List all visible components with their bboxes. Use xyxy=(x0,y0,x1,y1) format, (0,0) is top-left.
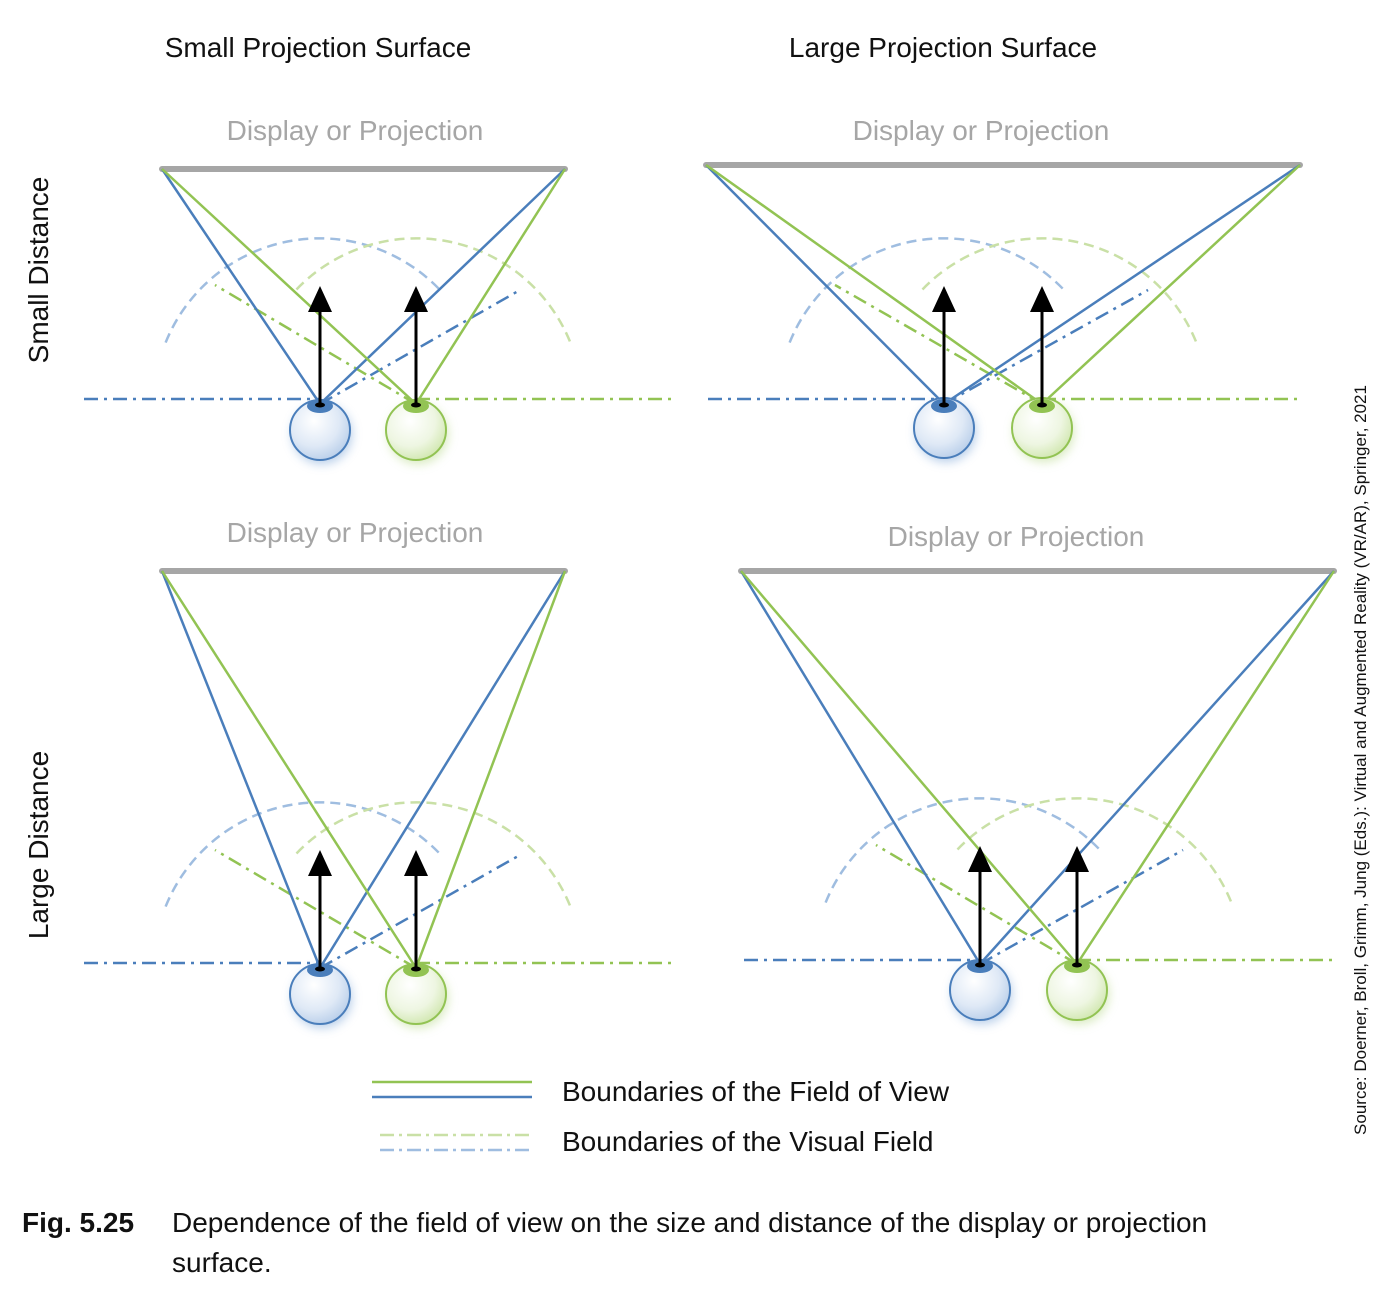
fov-right-eye-left-edge xyxy=(161,168,417,405)
fov-left-eye-left-edge xyxy=(160,570,322,969)
visual-field-diagonal-right xyxy=(214,283,417,406)
visual-field-arc-right xyxy=(295,801,572,908)
view-direction-arrowhead-left xyxy=(932,286,956,312)
fov-right-eye-left-edge xyxy=(740,570,1078,965)
pupil xyxy=(975,962,985,968)
visual-field-diagonal-left xyxy=(319,853,521,970)
fov-right-eye-left-edge xyxy=(705,163,1043,406)
source-note: Source: Doerner, Broll, Grimm, Jung (Eds… xyxy=(1351,385,1370,1135)
eye-left xyxy=(289,963,352,1028)
visual-field-arc-right xyxy=(921,237,1198,344)
legend-label-visual-field: Boundaries of the Visual Field xyxy=(562,1126,934,1157)
fov-right-eye-left-edge xyxy=(160,570,418,969)
view-direction-arrowhead-right xyxy=(404,286,428,312)
view-direction-arrowhead-left xyxy=(308,286,332,312)
eye-left xyxy=(949,959,1012,1024)
view-direction-arrowhead-right xyxy=(1030,286,1054,312)
panel-small-surface-large-distance: Display or Projection xyxy=(84,517,672,1028)
eye-left xyxy=(913,397,976,462)
visual-field-arc-left xyxy=(164,237,441,344)
fov-right-eye-right-edge xyxy=(1041,164,1301,405)
panels: Display or Projection Display or Projecti… xyxy=(84,115,1337,1028)
pupil xyxy=(315,966,325,972)
column-title-small-surface: Small Projection Surface xyxy=(165,32,472,63)
visual-field-diagonal-right xyxy=(834,283,1043,406)
visual-field-arc-right xyxy=(956,797,1233,904)
visual-field-diagonal-left xyxy=(319,288,521,406)
panel-small-surface-small-distance: Display or Projection xyxy=(84,115,672,464)
view-direction-arrowhead-right xyxy=(1065,846,1089,872)
display-label: Display or Projection xyxy=(227,115,484,146)
row-title-large-distance: Large Distance xyxy=(23,751,54,939)
fov-right-eye-right-edge xyxy=(414,570,567,969)
visual-field-diagonal-right xyxy=(214,848,417,970)
view-direction-arrowhead-left xyxy=(968,846,992,872)
fov-left-eye-right-edge xyxy=(318,570,567,969)
legend-label-field-of-view: Boundaries of the Field of View xyxy=(562,1076,950,1107)
view-direction-arrowhead-right xyxy=(404,850,428,876)
fov-right-eye-right-edge xyxy=(1075,570,1336,965)
visual-field-arc-left xyxy=(788,237,1065,344)
pupil xyxy=(939,402,949,408)
caption-number: Fig. 5.25 xyxy=(22,1207,134,1238)
fov-right-eye-right-edge xyxy=(414,168,567,405)
pupil xyxy=(411,966,421,972)
fov-left-eye-right-edge xyxy=(979,570,1335,965)
eye-left xyxy=(289,399,352,464)
eye-right xyxy=(385,963,448,1028)
visual-field-diagonal-right xyxy=(875,843,1078,966)
visual-field-arc-right xyxy=(295,237,572,344)
fov-left-eye-left-edge xyxy=(160,168,322,405)
caption-line-2: surface. xyxy=(172,1247,272,1278)
display-label: Display or Projection xyxy=(888,521,1145,552)
row-title-small-distance: Small Distance xyxy=(23,177,54,364)
visual-field-diagonal-left xyxy=(979,848,1184,966)
panel-large-surface-large-distance: Display or Projection xyxy=(738,521,1337,1024)
panel-large-surface-small-distance: Display or Projection xyxy=(703,115,1303,462)
caption-line-1: Dependence of the field of view on the s… xyxy=(172,1207,1207,1238)
display-label: Display or Projection xyxy=(227,517,484,548)
fov-left-eye-right-edge xyxy=(943,163,1301,406)
eye-right xyxy=(1046,959,1109,1024)
visual-field-arc-left xyxy=(824,797,1101,904)
pupil xyxy=(411,402,421,408)
column-title-large-surface: Large Projection Surface xyxy=(789,32,1097,63)
display-label: Display or Projection xyxy=(853,115,1110,146)
eye-right xyxy=(1011,397,1074,462)
visual-field-diagonal-left xyxy=(943,288,1149,406)
fov-left-eye-left-edge xyxy=(739,570,982,965)
pupil xyxy=(1072,962,1082,968)
fov-left-eye-right-edge xyxy=(319,168,566,405)
eye-right xyxy=(385,399,448,464)
visual-field-arc-left xyxy=(164,801,441,908)
legend: Boundaries of the Field of View Boundari… xyxy=(372,1076,950,1157)
view-direction-arrowhead-left xyxy=(308,850,332,876)
pupil xyxy=(315,402,325,408)
fov-left-eye-left-edge xyxy=(705,164,945,405)
pupil xyxy=(1037,402,1047,408)
